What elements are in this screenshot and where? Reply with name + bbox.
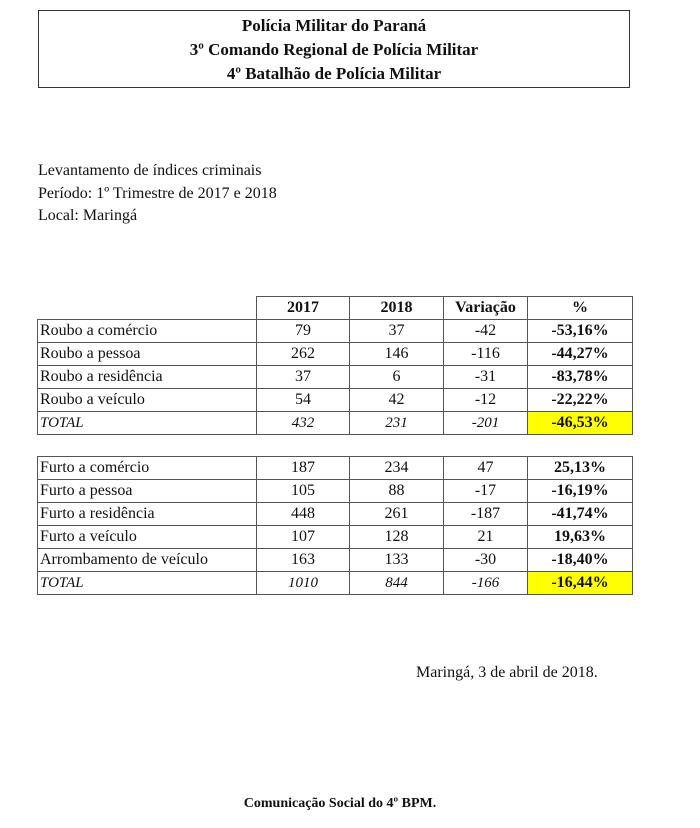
table-row: Roubo a pessoa 262 146 -116 -44,27% [37,342,633,366]
value-variation: -31 [443,365,528,389]
table-row: Furto a residência 448 261 -187 -41,74% [37,502,633,526]
value-percent: -53,16% [527,319,633,343]
value-2018: 88 [349,479,444,503]
table-row: Roubo a residência 37 6 -31 -83,78% [37,365,633,389]
value-2017: 448 [256,502,350,526]
table-row: Furto a pessoa 105 88 -17 -16,19% [37,479,633,503]
total-2018: 231 [349,411,444,435]
value-percent: -44,27% [527,342,633,366]
row-label: Roubo a veículo [37,388,257,412]
value-variation: -30 [443,548,528,572]
header-line-2: 3º Comando Regional de Polícia Militar [189,40,479,59]
value-variation: -116 [443,342,528,366]
report-title: Levantamento de índices criminais [38,162,262,179]
total-row: TOTAL 432 231 -201 -46,53% [37,411,633,435]
value-2018: 261 [349,502,444,526]
row-label: Furto a veículo [37,525,257,549]
value-2017: 107 [256,525,350,549]
header-2018: 2018 [349,296,444,320]
table-row: Arrombamento de veículo 163 133 -30 -18,… [37,548,633,572]
row-label: Roubo a residência [37,365,257,389]
table-row: Furto a veículo 107 128 21 19,63% [37,525,633,549]
total-label: TOTAL [37,411,257,435]
value-2018: 128 [349,525,444,549]
row-label: Furto a pessoa [37,479,257,503]
row-label: Furto a residência [37,502,257,526]
report-period: Período: 1º Trimestre de 2017 e 2018 [38,184,277,202]
value-variation: -12 [443,388,528,412]
header-blank [37,296,257,320]
value-variation: 21 [443,525,528,549]
total-variation: -166 [443,571,528,595]
table-header-row: 2017 2018 Variação % [37,296,633,320]
value-percent: -41,74% [527,502,633,526]
table-row: Roubo a veículo 54 42 -12 -22,22% [37,388,633,412]
value-2018: 234 [349,456,444,480]
report-location: Local: Maringá [38,207,138,224]
value-variation: -17 [443,479,528,503]
value-2017: 163 [256,548,350,572]
total-variation: -201 [443,411,528,435]
value-2018: 6 [349,365,444,389]
robbery-table: 2017 2018 Variação % Roubo a comércio 79… [37,296,633,435]
value-percent: -16,19% [527,479,633,503]
value-2018: 37 [349,319,444,343]
value-2017: 54 [256,388,350,412]
total-percent-highlighted: -16,44% [527,571,633,595]
value-2017: 105 [256,479,350,503]
intro-block: Levantamento de índices criminais Períod… [38,160,277,228]
table-row: Roubo a comércio 79 37 -42 -53,16% [37,319,633,343]
header-variation: Variação [443,296,528,320]
total-2018: 844 [349,571,444,595]
total-row: TOTAL 1010 844 -166 -16,44% [37,571,633,595]
total-percent-highlighted: -46,53% [527,411,633,435]
total-2017: 1010 [256,571,350,595]
total-2017: 432 [256,411,350,435]
value-2018: 133 [349,548,444,572]
value-percent: 25,13% [527,456,633,480]
value-2017: 262 [256,342,350,366]
value-percent: -18,40% [527,548,633,572]
value-percent: -83,78% [527,365,633,389]
value-2017: 79 [256,319,350,343]
value-variation: -187 [443,502,528,526]
value-2018: 146 [349,342,444,366]
row-label: Roubo a comércio [37,319,257,343]
footer-signature: Comunicação Social do 4º BPM. [243,796,437,811]
value-variation: -42 [443,319,528,343]
value-variation: 47 [443,456,528,480]
row-label: Arrombamento de veículo [37,548,257,572]
row-label: Roubo a pessoa [37,342,257,366]
row-label: Furto a comércio [37,456,257,480]
header-percent: % [527,296,633,320]
value-2017: 187 [256,456,350,480]
value-2018: 42 [349,388,444,412]
header-line-1: Polícia Militar do Paraná [241,16,427,35]
value-2017: 37 [256,365,350,389]
value-percent: -22,22% [527,388,633,412]
theft-table: Furto a comércio 187 234 47 25,13% Furto… [37,456,633,595]
header-line-3: 4º Batalhão de Polícia Militar [226,64,442,83]
value-percent: 19,63% [527,525,633,549]
table-row: Furto a comércio 187 234 47 25,13% [37,456,633,480]
total-label: TOTAL [37,571,257,595]
date-line: Maringá, 3 de abril de 2018. [416,664,598,681]
header-2017: 2017 [256,296,350,320]
document-header: Polícia Militar do Paraná 3º Comando Reg… [38,10,630,88]
